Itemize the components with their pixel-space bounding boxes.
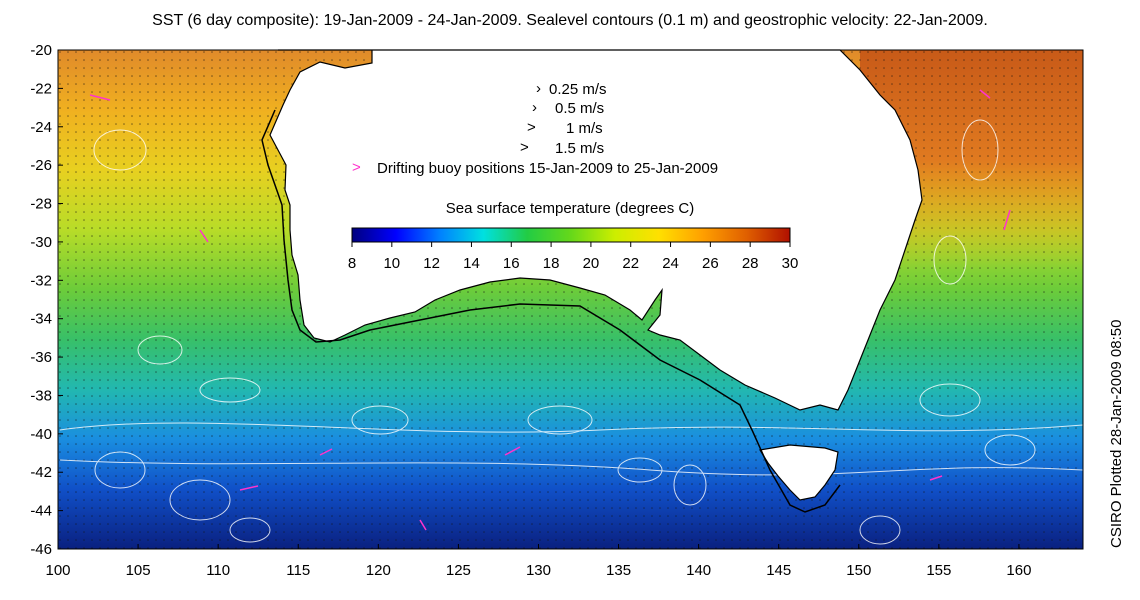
colorbar-tick-label: 18 xyxy=(543,255,560,272)
longitude-axis: 100 105 110 115 120 125 130 135 140 145 150 155 160 xyxy=(45,544,1031,579)
colorbar-ticks: 8 10 12 14 16 18 20 22 24 26 28 30 xyxy=(348,242,799,272)
colorbar-tick-label: 20 xyxy=(583,255,600,272)
y-tick-label: -24 xyxy=(30,119,52,136)
x-tick-label: 105 xyxy=(126,562,151,579)
y-tick-label: -32 xyxy=(30,272,52,289)
y-tick-label: -38 xyxy=(30,387,52,404)
velocity-legend: › 0.25 m/s › 0.5 m/s > 1 m/s > 1.5 m/s xyxy=(520,80,607,157)
y-tick-label: -40 xyxy=(30,426,52,443)
velocity-legend-entry: > 1.5 m/s xyxy=(520,139,604,157)
x-tick-label: 130 xyxy=(526,562,551,579)
y-tick-label: -34 xyxy=(30,311,52,328)
x-tick-label: 155 xyxy=(926,562,951,579)
x-tick-label: 115 xyxy=(286,562,310,579)
arrow-1-icon: > xyxy=(527,119,536,136)
colorbar-scale xyxy=(351,227,791,243)
colorbar-tick-label: 14 xyxy=(463,255,480,272)
colorbar-tick-label: 8 xyxy=(348,255,356,272)
colorbar-tick-label: 26 xyxy=(702,255,719,272)
credit-label: CSIRO Plotted 28-Jan-2009 08:50 xyxy=(1108,319,1125,548)
figure-title: SST (6 day composite): 19-Jan-2009 - 24-… xyxy=(152,12,988,29)
x-tick-label: 125 xyxy=(446,562,471,579)
y-tick-label: -20 xyxy=(30,42,52,59)
y-tick-label: -28 xyxy=(30,196,52,213)
colorbar-tick-label: 28 xyxy=(742,255,759,272)
arrow-0.25-icon: › xyxy=(536,80,541,97)
colorbar-title: Sea surface temperature (degrees C) xyxy=(446,200,694,217)
y-tick-label: -42 xyxy=(30,464,52,481)
colorbar-tick-label: 30 xyxy=(782,255,799,272)
latitude-axis: -20 -22 -24 -26 -28 -30 -32 -34 -36 -38 -40 -42 -44 -… xyxy=(30,42,63,558)
y-tick-label: -44 xyxy=(30,503,52,520)
x-tick-label: 140 xyxy=(686,562,711,579)
velocity-legend-entry: > 1 m/s xyxy=(527,119,603,137)
colorbar-tick-label: 16 xyxy=(503,255,520,272)
buoy-legend: > Drifting buoy positions 15-Jan-2009 to… xyxy=(352,159,718,177)
colorbar: Sea surface temperature (degrees C) 8 10 1… xyxy=(348,200,799,272)
x-tick-label: 160 xyxy=(1006,562,1031,579)
x-tick-label: 120 xyxy=(366,562,391,579)
y-tick-label: -36 xyxy=(30,349,52,366)
velocity-label-1: 1 m/s xyxy=(566,120,603,137)
buoy-tracks xyxy=(89,89,1011,531)
velocity-legend-entry: › 0.5 m/s xyxy=(532,99,604,117)
colorbar-tick-label: 24 xyxy=(662,255,679,272)
x-tick-label: 100 xyxy=(45,562,70,579)
x-tick-label: 135 xyxy=(606,562,631,579)
colorbar-tick-label: 10 xyxy=(383,255,400,272)
buoy-marker-icon: > xyxy=(352,159,361,176)
y-tick-label: -30 xyxy=(30,234,52,251)
velocity-label-0.5: 0.5 m/s xyxy=(555,100,604,117)
y-tick-label: -22 xyxy=(30,80,52,97)
plot-frame xyxy=(57,49,1084,550)
colorbar-tick-label: 12 xyxy=(423,255,440,272)
shelf-edge-line xyxy=(261,109,841,513)
velocity-legend-entry: › 0.25 m/s xyxy=(536,80,607,98)
y-tick-label: -26 xyxy=(30,157,52,174)
x-tick-label: 110 xyxy=(206,562,230,579)
y-tick-label: -46 xyxy=(30,541,52,558)
x-tick-label: 150 xyxy=(846,562,871,579)
velocity-label-0.25: 0.25 m/s xyxy=(549,81,607,98)
x-tick-label: 145 xyxy=(766,562,791,579)
colorbar-tick-label: 22 xyxy=(622,255,639,272)
arrow-0.5-icon: › xyxy=(532,99,537,116)
buoy-legend-label: Drifting buoy positions 15-Jan-2009 to 2… xyxy=(377,160,718,177)
velocity-label-1.5: 1.5 m/s xyxy=(555,140,604,157)
sealevel-contours xyxy=(59,119,1084,545)
arrow-1.5-icon: > xyxy=(520,139,529,156)
